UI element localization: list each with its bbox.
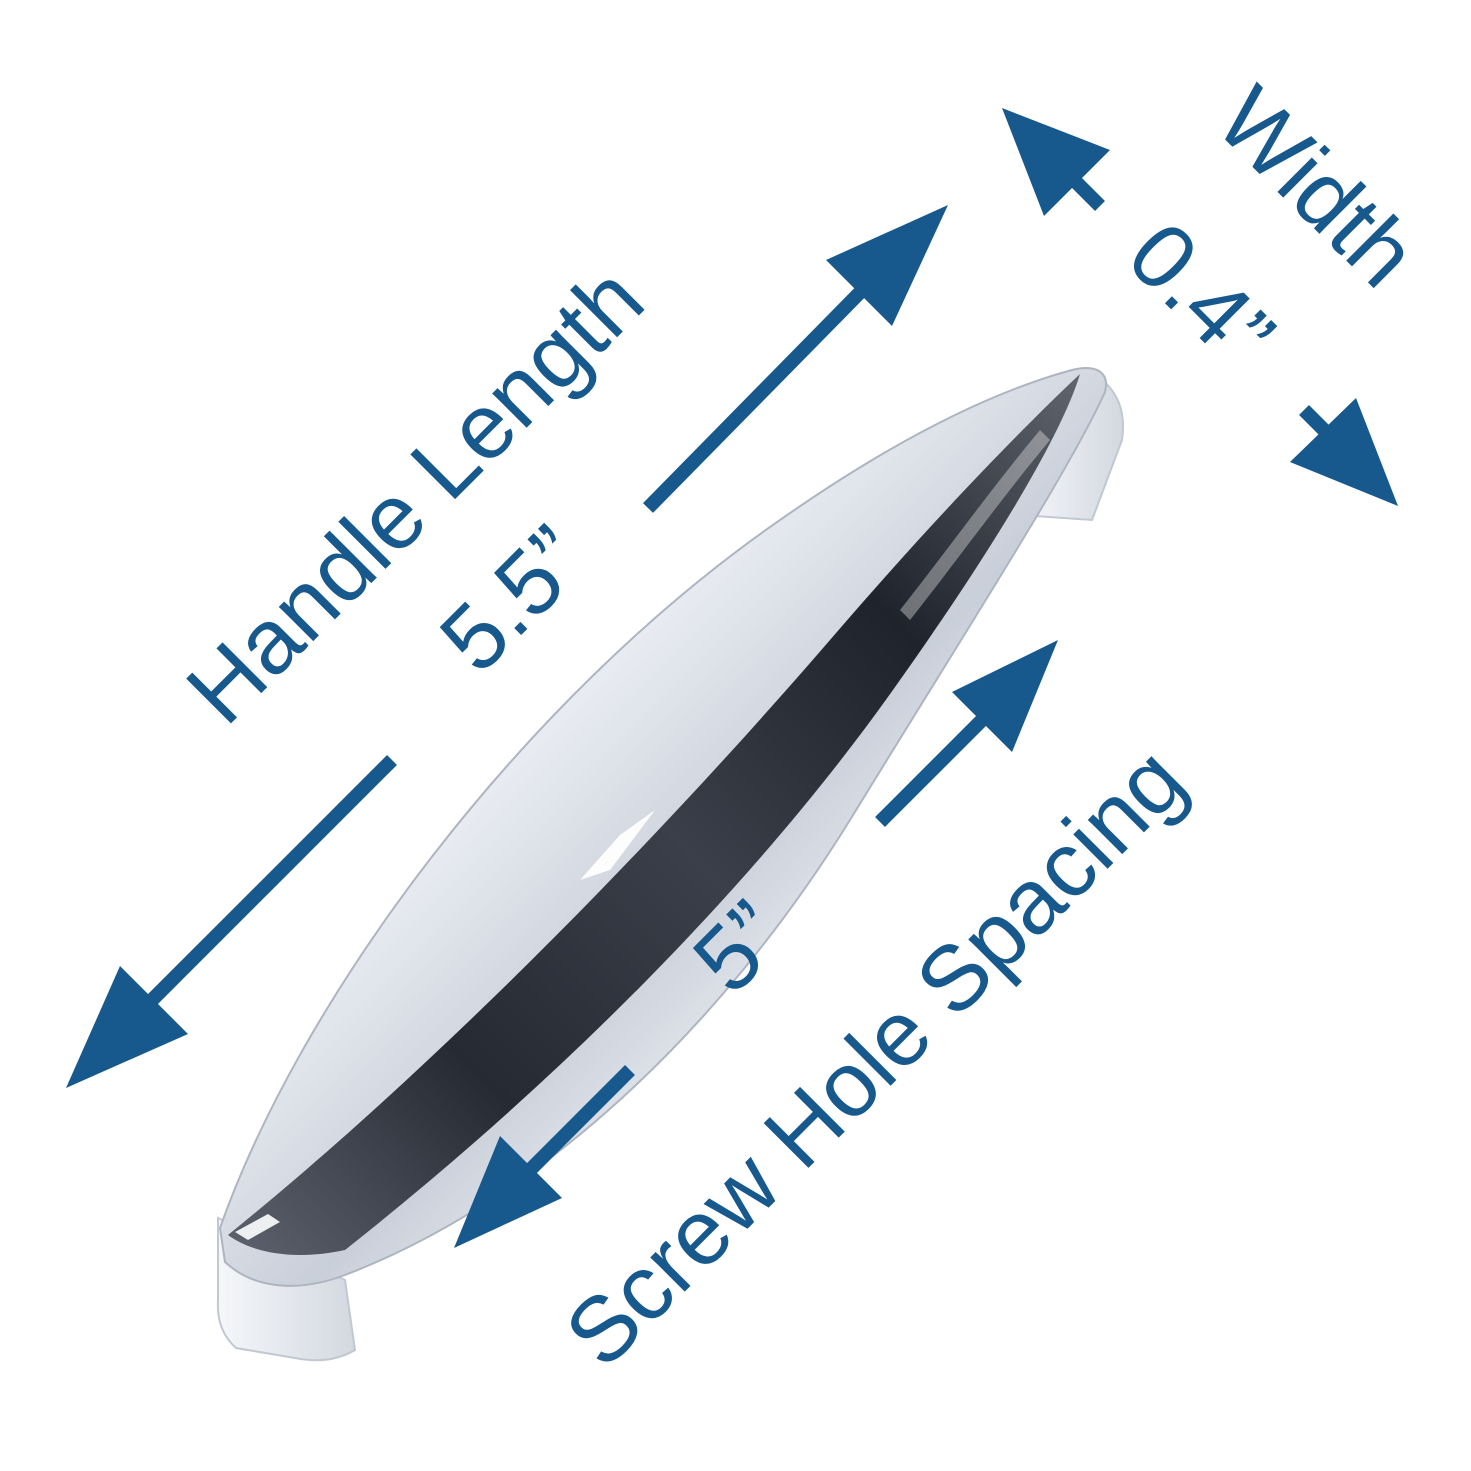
handle-highlight xyxy=(580,810,655,880)
width-arrow-lower-head xyxy=(1290,398,1398,506)
handle-length-arrows xyxy=(66,205,948,1088)
screw-spacing-arrow-lower-head xyxy=(454,1136,562,1248)
handle-highlight xyxy=(235,1214,280,1240)
handle-length-arrow-upper-line xyxy=(643,267,885,513)
handle-length-arrow-upper-head xyxy=(826,205,948,326)
handle-highlight xyxy=(900,430,1050,620)
handle-length-value: 5.5” xyxy=(421,507,605,691)
handle-image xyxy=(216,367,1124,1362)
handle-ridge xyxy=(228,374,1080,1255)
screw-spacing-arrows xyxy=(454,640,1058,1248)
width-arrows xyxy=(1002,108,1398,506)
handle-length-arrow-lower-line xyxy=(127,755,397,1025)
width-value: 0.4” xyxy=(1109,203,1293,387)
handle-length-arrow-lower-head xyxy=(66,966,188,1088)
handle-length-title: Handle Length xyxy=(168,248,663,743)
width-arrow-upper-head xyxy=(1002,108,1110,216)
screw-spacing-arrow-upper-head xyxy=(952,640,1058,752)
